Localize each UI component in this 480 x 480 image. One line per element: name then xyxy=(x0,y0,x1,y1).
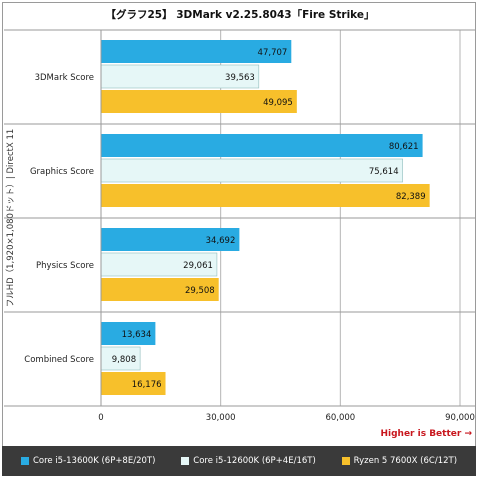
data-label: 29,061 xyxy=(183,261,213,271)
x-tick-label: 90,000 xyxy=(445,413,475,423)
bar xyxy=(101,228,240,251)
legend-item: Core i5-12600K (6P+4E/16T) xyxy=(181,456,316,466)
legend-label: Core i5-13600K (6P+8E/20T) xyxy=(32,456,156,466)
bar xyxy=(101,40,292,63)
data-label: 16,176 xyxy=(132,380,162,390)
bar xyxy=(100,158,403,183)
data-label: 39,563 xyxy=(225,73,255,83)
legend-label: Core i5-12600K (6P+4E/16T) xyxy=(193,456,316,466)
category-label: Physics Score xyxy=(36,261,94,271)
data-label: 34,692 xyxy=(206,236,236,246)
bar xyxy=(101,372,166,395)
data-label: 47,707 xyxy=(258,48,288,58)
legend-item: Core i5-13600K (6P+8E/20T) xyxy=(20,456,156,466)
x-tick-label: 30,000 xyxy=(206,413,236,423)
x-tick-label: 60,000 xyxy=(325,413,355,423)
bar xyxy=(101,278,219,301)
data-label: 13,634 xyxy=(122,330,152,340)
legend-label: Ryzen 5 7600X (6C/12T) xyxy=(353,456,458,466)
chart-title: 【グラフ25】 3DMark v2.25.8043「Fire Strike」 xyxy=(105,9,375,21)
legend-item: Ryzen 5 7600X (6C/12T) xyxy=(341,456,458,466)
x-tick-label: 0 xyxy=(98,413,103,423)
legend-swatch xyxy=(341,457,350,465)
data-label: 82,389 xyxy=(396,192,426,202)
data-label: 49,095 xyxy=(263,98,293,108)
category-label: Graphics Score xyxy=(30,167,94,177)
bar xyxy=(101,184,430,207)
bar xyxy=(101,90,297,113)
data-label: 9,808 xyxy=(112,355,136,365)
bar xyxy=(101,322,156,345)
higher-is-better-note: Higher is Better → xyxy=(380,429,472,439)
bar xyxy=(101,134,423,157)
data-label: 75,614 xyxy=(369,167,399,177)
data-label: 80,621 xyxy=(389,142,419,152)
legend: Core i5-13600K (6P+8E/20T) Core i5-12600… xyxy=(2,446,476,476)
legend-swatch xyxy=(20,457,29,465)
legend-swatch xyxy=(181,457,190,465)
category-label: 3DMark Score xyxy=(35,73,94,83)
category-label: Combined Score xyxy=(24,355,94,365)
data-label: 29,508 xyxy=(185,286,215,296)
